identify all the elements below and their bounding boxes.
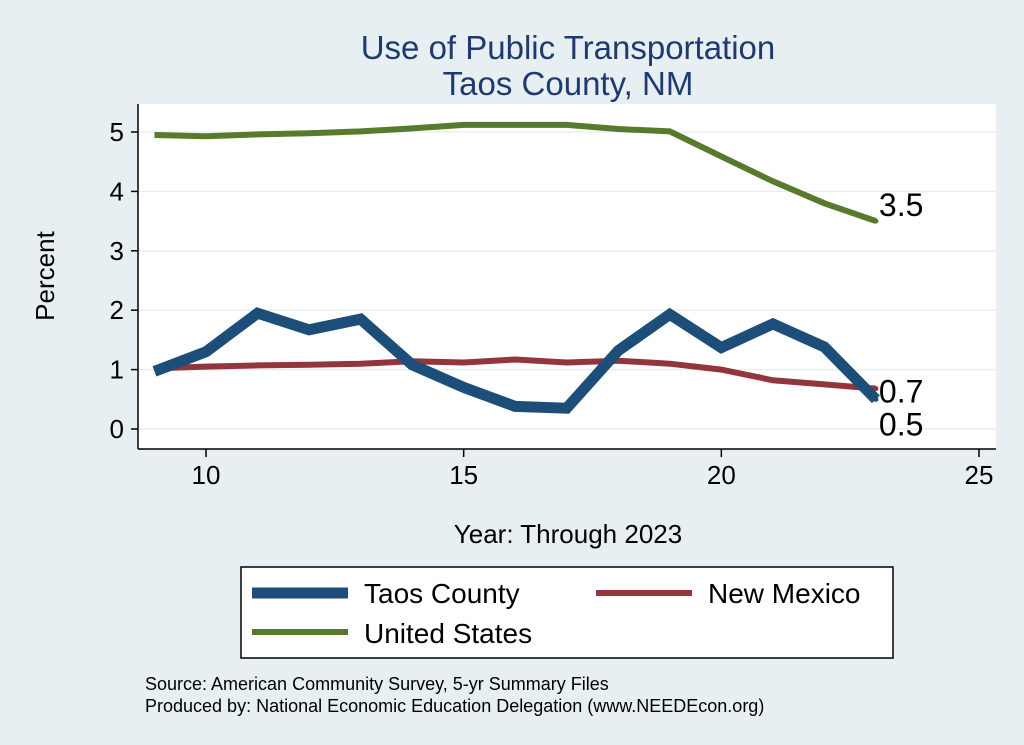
series-line-taos-county — [152, 307, 880, 414]
x-axis-label: Year: Through 2023 — [454, 519, 682, 549]
end-labels: 0.50.7 3.5 — [879, 187, 923, 442]
plot-area — [138, 104, 996, 449]
source-note: Source: American Community Survey, 5-yr … — [145, 674, 609, 694]
legend-label-united-states: United States — [364, 618, 532, 649]
series-end-point-new-mexico — [873, 386, 879, 392]
y-tick-label: 4 — [110, 176, 124, 206]
legend-label-new-mexico: New Mexico — [708, 578, 860, 609]
producer-note: Produced by: National Economic Education… — [145, 696, 764, 716]
legend-box — [240, 566, 894, 659]
series-end-point-united-states — [873, 218, 879, 224]
series-line-united-states — [154, 121, 877, 224]
y-axis-label: Percent — [30, 230, 60, 320]
axes: 0 1 2 3 4 5 10 15 20 25 — [110, 104, 996, 490]
x-tick-label: 20 — [707, 460, 736, 490]
end-label-taos-county: 0.5 — [879, 406, 923, 442]
series-line-new-mexico — [154, 356, 877, 392]
y-tick-label: 1 — [110, 355, 124, 385]
gridlines — [138, 131, 996, 430]
y-tick-label: 3 — [110, 236, 124, 266]
end-label-united-states: 3.5 — [879, 187, 923, 223]
x-tick-label: 25 — [965, 460, 994, 490]
chart-title: Use of Public Transportation — [361, 29, 776, 66]
x-tick-label: 15 — [449, 460, 478, 490]
end-label-new-mexico: 0.7 — [879, 374, 923, 410]
legend: Taos County New Mexico United States — [240, 566, 894, 659]
series-layer — [152, 121, 880, 414]
y-tick-label: 5 — [110, 117, 124, 147]
y-tick-label: 0 — [110, 414, 124, 444]
chart-subtitle: Taos County, NM — [443, 65, 694, 102]
x-tick-label: 10 — [192, 460, 221, 490]
legend-label-taos-county: Taos County — [364, 578, 520, 609]
series-end-point-taos-county — [873, 396, 879, 402]
y-tick-label: 2 — [110, 295, 124, 325]
